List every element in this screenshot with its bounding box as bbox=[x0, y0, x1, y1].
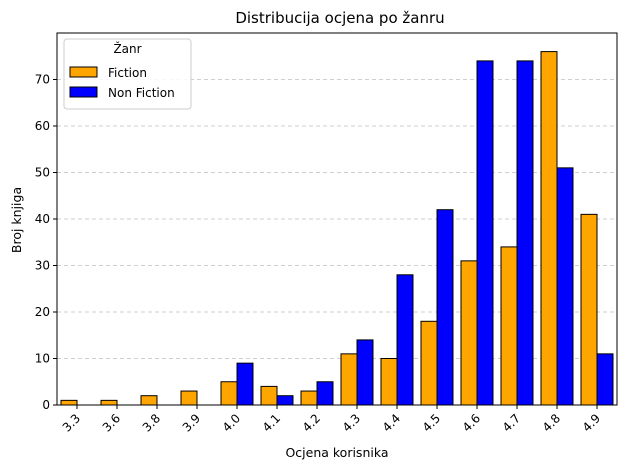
bar bbox=[540, 51, 558, 406]
bar bbox=[340, 353, 358, 406]
x-tick-label: 3.6 bbox=[100, 411, 123, 434]
y-tick-label: 50 bbox=[35, 166, 50, 180]
bar bbox=[220, 381, 238, 406]
bar bbox=[396, 274, 414, 406]
y-tick-label: 60 bbox=[35, 119, 50, 133]
x-tick-label: 4.3 bbox=[340, 411, 363, 434]
x-tick-label: 4.8 bbox=[540, 411, 563, 434]
x-tick-label: 4.0 bbox=[220, 411, 243, 434]
bar bbox=[316, 381, 334, 406]
y-tick-label: 30 bbox=[35, 259, 50, 273]
bar bbox=[180, 390, 198, 406]
y-tick-label: 70 bbox=[35, 73, 50, 87]
y-tick-label: 0 bbox=[42, 398, 50, 412]
x-tick-label: 3.8 bbox=[140, 411, 163, 434]
y-axis-label: Broj knjiga bbox=[9, 187, 24, 253]
legend-swatch bbox=[69, 66, 98, 78]
x-tick-label: 4.4 bbox=[380, 411, 403, 434]
chart-title: Distribucija ocjena po žanru bbox=[235, 9, 444, 27]
bars bbox=[60, 51, 614, 406]
bar bbox=[556, 167, 574, 406]
x-tick-label: 4.7 bbox=[500, 411, 523, 434]
legend-title: Žanr bbox=[113, 41, 141, 56]
bar bbox=[140, 395, 158, 406]
legend-swatch bbox=[69, 86, 98, 98]
bar bbox=[260, 385, 278, 406]
legend-label: Non Fiction bbox=[108, 86, 175, 100]
bar bbox=[476, 60, 494, 406]
bar bbox=[460, 260, 478, 406]
x-tick-label: 3.3 bbox=[60, 411, 83, 434]
x-tick-label: 3.9 bbox=[180, 411, 203, 434]
legend: Žanr Fiction Non Fiction bbox=[63, 38, 192, 110]
bar bbox=[300, 390, 318, 406]
y-tick-label: 20 bbox=[35, 305, 50, 319]
bar bbox=[380, 358, 398, 406]
bar bbox=[500, 246, 518, 406]
x-tick-label: 4.9 bbox=[580, 411, 603, 434]
bar bbox=[436, 209, 454, 406]
legend-label: Fiction bbox=[108, 66, 147, 80]
bar bbox=[236, 362, 254, 406]
x-tick-label: 4.2 bbox=[300, 411, 323, 434]
y-tick-label: 10 bbox=[35, 352, 50, 366]
bar bbox=[60, 399, 78, 406]
bar bbox=[420, 320, 438, 406]
bar bbox=[596, 353, 614, 406]
bar bbox=[100, 399, 118, 406]
y-tick-label: 40 bbox=[35, 212, 50, 226]
x-axis-label: Ocjena korisnika bbox=[285, 445, 388, 460]
bar bbox=[276, 395, 294, 406]
bar bbox=[356, 339, 374, 406]
bar bbox=[516, 60, 534, 406]
x-tick-label: 4.5 bbox=[420, 411, 443, 434]
plot-frame bbox=[56, 32, 618, 406]
bar bbox=[580, 213, 598, 406]
x-tick-label: 4.1 bbox=[260, 411, 283, 434]
x-tick-label: 4.6 bbox=[460, 411, 483, 434]
